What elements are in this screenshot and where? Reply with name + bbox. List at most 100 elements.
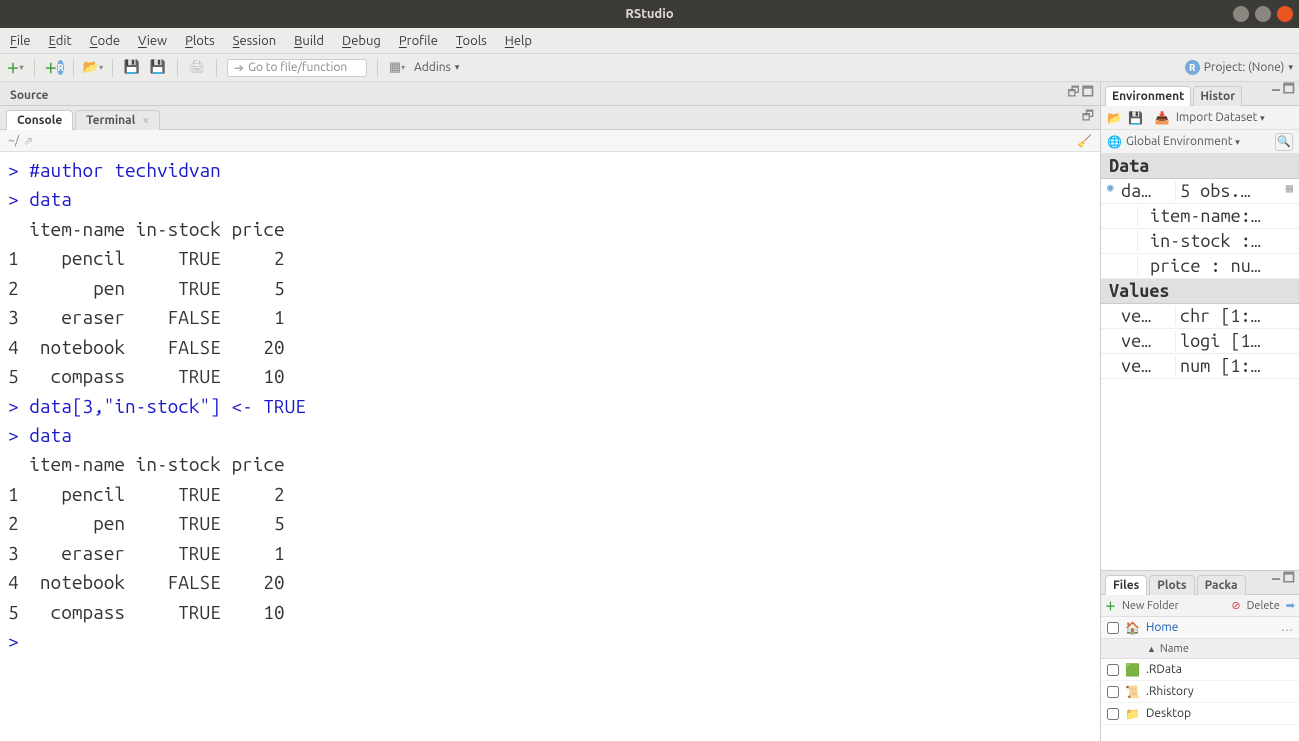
select-all-checkbox[interactable] xyxy=(1107,622,1119,634)
env-value-row[interactable]: ve…chr [1:… xyxy=(1101,304,1299,329)
console-output[interactable]: > #author techvidvan> data item-name in-… xyxy=(0,152,1100,741)
env-data-row[interactable]: item-name:… xyxy=(1101,204,1299,229)
menu-help[interactable]: Help xyxy=(505,34,532,48)
name-column-header[interactable]: Name xyxy=(1160,643,1189,655)
tab-history[interactable]: Histor xyxy=(1193,86,1242,106)
open-file-button[interactable]: 📂▾ xyxy=(84,59,102,77)
menu-profile[interactable]: Profile xyxy=(399,34,438,48)
menu-plots[interactable]: Plots xyxy=(185,34,215,48)
save-all-button[interactable]: 💾 xyxy=(149,59,167,77)
env-var-name: ve… xyxy=(1121,331,1175,351)
project-label: Project: (None) xyxy=(1204,61,1285,74)
env-min-icon[interactable]: 🗕 xyxy=(1271,82,1280,102)
files-pane: Files Plots Packa 🗕 🗖 ＋ New Folder ⊘ Del… xyxy=(1101,571,1299,741)
maximize-button[interactable] xyxy=(1255,6,1271,22)
tab-terminal-label: Terminal xyxy=(86,114,135,127)
env-var-value: 5 obs.… xyxy=(1175,181,1275,201)
delete-button[interactable]: Delete xyxy=(1247,600,1280,612)
console-restore-icon[interactable]: 🗗 xyxy=(1082,107,1094,129)
tab-hist-label: Histor xyxy=(1200,90,1235,103)
file-name: Desktop xyxy=(1146,707,1191,720)
home-icon[interactable]: 🏠 xyxy=(1125,621,1140,635)
goto-file-input[interactable]: ➔ Go to file/function xyxy=(227,59,367,77)
r-logo-icon: R xyxy=(1185,60,1200,75)
expand-icon[interactable]: ◉ xyxy=(1107,181,1121,201)
minimize-button[interactable] xyxy=(1233,6,1249,22)
env-max-icon[interactable]: 🗖 xyxy=(1283,82,1295,102)
file-row[interactable]: 📜.Rhistory xyxy=(1101,681,1299,703)
console-output-line: item-name in-stock price xyxy=(8,450,1092,479)
env-var-name: da… xyxy=(1121,181,1175,201)
env-data-row[interactable]: ◉da…5 obs.…▦ xyxy=(1101,179,1299,204)
path-more-icon[interactable]: … xyxy=(1281,621,1293,634)
file-checkbox[interactable] xyxy=(1107,686,1119,698)
menu-tools[interactable]: Tools xyxy=(456,34,487,48)
tab-console[interactable]: Console xyxy=(6,110,73,130)
print-button[interactable]: 🖨 xyxy=(188,59,206,77)
menu-edit[interactable]: Edit xyxy=(49,34,72,48)
tab-files[interactable]: Files xyxy=(1105,575,1147,595)
tab-environment[interactable]: Environment xyxy=(1105,86,1191,106)
goto-arrow-icon: ➔ xyxy=(234,61,244,75)
console-command-line: > data xyxy=(8,421,1092,450)
grid-icon[interactable]: ▦ xyxy=(1275,181,1293,201)
save-button[interactable]: 💾 xyxy=(123,59,141,77)
env-data-row[interactable]: price : nu… xyxy=(1101,254,1299,279)
env-var-name: ve… xyxy=(1121,356,1175,376)
source-minimize-icon[interactable]: 🗗 xyxy=(1067,83,1079,105)
menubar: File Edit Code View Plots Session Build … xyxy=(0,28,1299,54)
env-scope-dropdown[interactable]: Global Environment ▾ xyxy=(1126,135,1240,148)
env-search-icon[interactable]: 🔍 xyxy=(1275,133,1293,151)
file-row[interactable]: 🟩.RData xyxy=(1101,659,1299,681)
menu-build[interactable]: Build xyxy=(294,34,324,48)
tab-terminal[interactable]: Terminal × xyxy=(75,110,160,130)
files-max-icon[interactable]: 🗖 xyxy=(1283,569,1295,591)
close-icon[interactable]: × xyxy=(142,114,149,127)
env-data-row[interactable]: in-stock :… xyxy=(1101,229,1299,254)
import-icon: 📥 xyxy=(1155,111,1170,125)
project-selector[interactable]: R Project: (None) ▾ xyxy=(1185,60,1293,75)
files-toolbar: ＋ New Folder ⊘ Delete ➡ xyxy=(1101,595,1299,617)
env-scope-bar: 🌐 Global Environment ▾ 🔍 xyxy=(1101,130,1299,154)
new-folder-button[interactable]: New Folder xyxy=(1122,600,1179,612)
chevron-down-icon: ▾ xyxy=(455,62,460,73)
env-toolbar: 📂 💾 📥 Import Dataset ▾ xyxy=(1101,106,1299,130)
open-env-icon[interactable]: 📂 xyxy=(1107,111,1122,125)
file-checkbox[interactable] xyxy=(1107,708,1119,720)
env-value-row[interactable]: ve…num [1:… xyxy=(1101,354,1299,379)
chevron-down-icon: ▾ xyxy=(1288,62,1293,73)
close-button[interactable] xyxy=(1277,6,1293,22)
new-file-button[interactable]: ＋▾ xyxy=(6,59,24,77)
console-output-line: 5 compass TRUE 10 xyxy=(8,362,1092,391)
more-arrow-icon[interactable]: ➡ xyxy=(1286,599,1295,612)
tab-packages[interactable]: Packa xyxy=(1197,575,1246,595)
file-row[interactable]: 📁Desktop xyxy=(1101,703,1299,725)
files-min-icon[interactable]: 🗕 xyxy=(1271,569,1280,591)
menu-view[interactable]: View xyxy=(138,34,167,48)
menu-code[interactable]: Code xyxy=(90,34,120,48)
addins-dropdown[interactable]: Addins ▾ xyxy=(414,61,459,74)
console-command-line: > data[3,"in-stock"] <- TRUE xyxy=(8,392,1092,421)
menu-debug[interactable]: Debug xyxy=(342,34,381,48)
env-var-value: chr [1:… xyxy=(1175,306,1293,326)
import-dataset-button[interactable]: Import Dataset ▾ xyxy=(1176,111,1265,124)
broom-icon[interactable]: 🧹 xyxy=(1077,134,1092,148)
window-controls xyxy=(1233,6,1293,22)
env-var-name xyxy=(1121,256,1137,276)
grid-button[interactable]: ▦▾ xyxy=(388,59,406,77)
console-output-line: 4 notebook FALSE 20 xyxy=(8,333,1092,362)
new-project-button[interactable]: ＋R xyxy=(45,59,63,77)
source-maximize-icon[interactable]: 🗖 xyxy=(1082,83,1094,105)
file-checkbox[interactable] xyxy=(1107,664,1119,676)
tab-env-label: Environment xyxy=(1112,90,1184,103)
env-var-value: num [1:… xyxy=(1175,356,1293,376)
home-link[interactable]: Home xyxy=(1146,621,1178,634)
console-link-icon[interactable]: ⇗ xyxy=(23,134,33,148)
tab-plots[interactable]: Plots xyxy=(1149,575,1194,595)
env-value-row[interactable]: ve…logi [1… xyxy=(1101,329,1299,354)
menu-session[interactable]: Session xyxy=(233,34,276,48)
save-env-icon[interactable]: 💾 xyxy=(1128,111,1143,125)
menu-file[interactable]: File xyxy=(10,34,31,48)
env-var-value: price : nu… xyxy=(1137,256,1293,276)
file-name: .RData xyxy=(1146,663,1182,676)
